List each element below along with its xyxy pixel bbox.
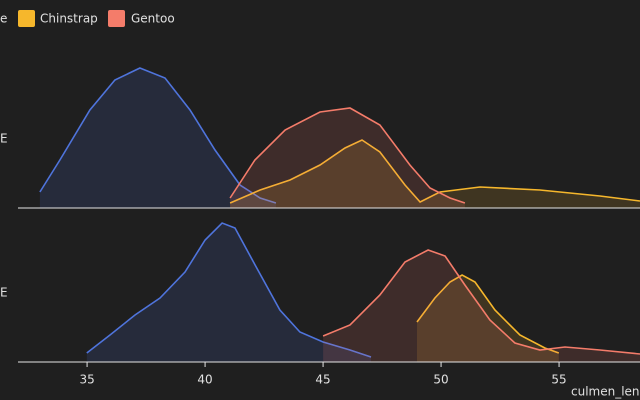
density-area	[323, 250, 640, 362]
x-tick-label: 40	[197, 373, 212, 387]
legend-swatch	[108, 10, 125, 27]
x-tick-label: 35	[79, 373, 94, 387]
density-line	[322, 249, 640, 355]
legend-label: Chinstrap	[40, 12, 98, 26]
density-line	[86, 222, 372, 358]
legend-swatch	[18, 10, 35, 27]
density-area	[86, 223, 372, 362]
panel-label: E	[0, 132, 8, 146]
x-tick-label: 45	[315, 373, 330, 387]
density-line	[39, 67, 277, 204]
x-axis-label: culmen_leng	[571, 385, 640, 399]
legend-label: Gentoo	[131, 12, 175, 26]
density-area	[39, 68, 276, 208]
density-area	[230, 108, 465, 208]
legend-label: e	[0, 12, 7, 26]
panel-label: E	[0, 286, 8, 300]
density-line	[416, 274, 560, 354]
x-tick-label: 55	[551, 373, 566, 387]
x-tick-label: 50	[433, 373, 448, 387]
density-line	[229, 139, 640, 204]
density-line	[229, 107, 466, 204]
